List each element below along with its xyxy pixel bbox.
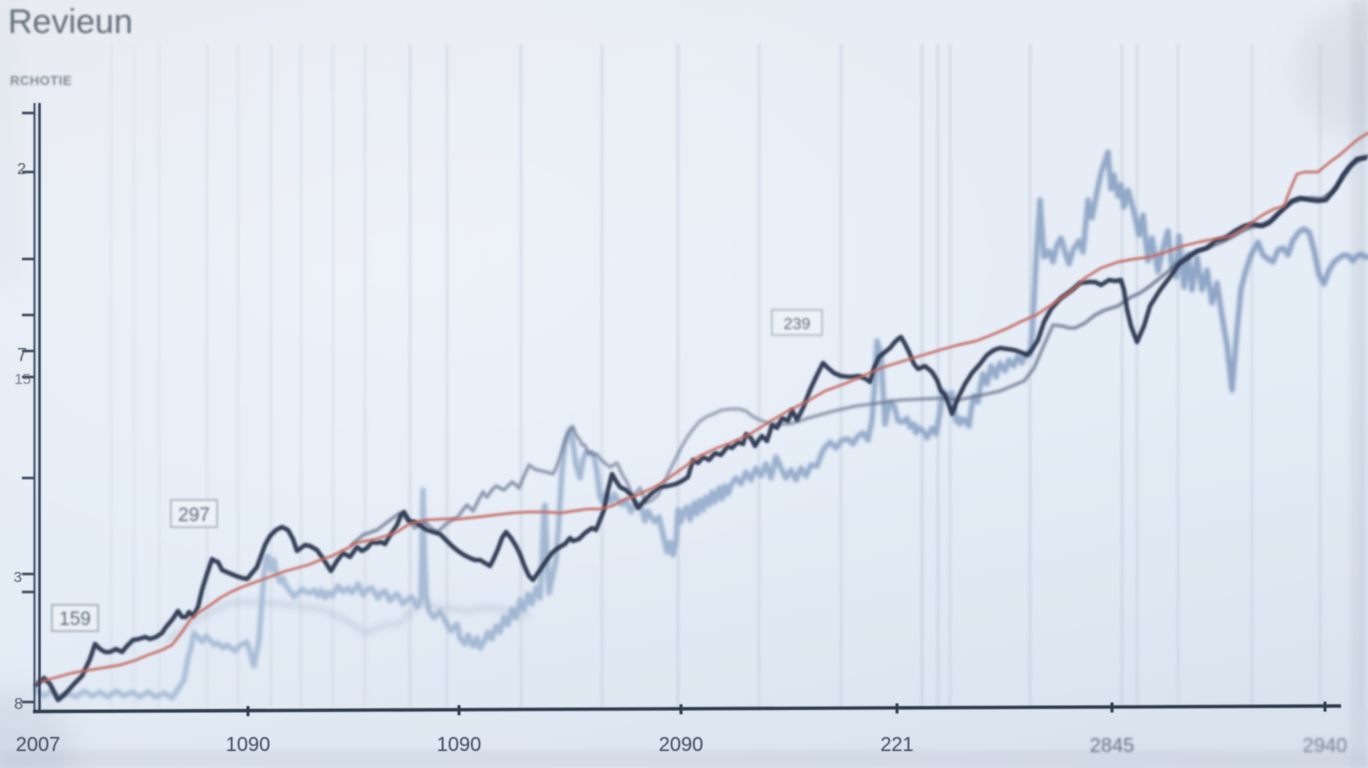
svg-text:7: 7 [17, 345, 27, 365]
svg-text:2845: 2845 [1090, 735, 1135, 757]
svg-text:RCHOTIE: RCHOTIE [10, 73, 72, 88]
svg-text:8: 8 [14, 696, 23, 713]
svg-text:3: 3 [14, 569, 22, 586]
svg-text:Revieun: Revieun [8, 3, 133, 41]
svg-text:2007: 2007 [16, 734, 61, 756]
svg-text:2: 2 [17, 161, 26, 178]
svg-text:2090: 2090 [659, 734, 704, 756]
svg-text:221: 221 [880, 734, 913, 756]
svg-text:239: 239 [784, 316, 811, 333]
svg-text:1090: 1090 [226, 734, 271, 756]
svg-text:297: 297 [178, 505, 210, 526]
svg-text:15: 15 [14, 371, 31, 388]
svg-text:1090: 1090 [437, 734, 482, 756]
svg-text:159: 159 [59, 609, 91, 630]
svg-text:2940: 2940 [1303, 735, 1348, 757]
